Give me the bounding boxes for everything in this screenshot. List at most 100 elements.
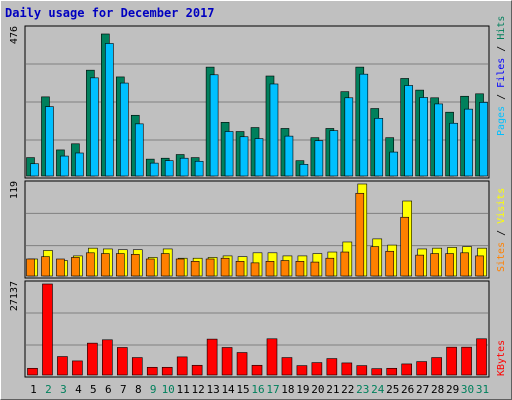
- sites-bar: [26, 258, 35, 277]
- files-bar: [75, 152, 84, 177]
- files-bar: [30, 163, 39, 177]
- sites-bar: [235, 261, 245, 277]
- legend-separator: /: [496, 224, 507, 242]
- day-label: 27: [416, 383, 429, 396]
- kbytes-bar: [57, 356, 68, 376]
- sites-bar: [101, 253, 110, 277]
- day-label: 25: [386, 383, 399, 396]
- files-bar: [194, 160, 204, 177]
- kbytes-bar: [251, 364, 263, 376]
- day-label: 28: [431, 383, 444, 396]
- sites-bar: [385, 250, 395, 277]
- kbytes-bar: [191, 364, 203, 376]
- kbytes-bar: [416, 361, 427, 376]
- sites-bar: [475, 255, 484, 277]
- kbytes-bar: [161, 366, 173, 376]
- kbytes-bar: [281, 357, 293, 376]
- day-label: 1: [30, 383, 37, 396]
- kbytes-bar: [206, 338, 218, 376]
- kbytes-bar: [371, 368, 383, 376]
- legend-files: Files: [496, 58, 507, 88]
- kbytes-bar: [102, 339, 113, 376]
- sites-bar: [310, 261, 320, 277]
- files-bar: [120, 82, 129, 177]
- sites-bar: [71, 257, 80, 277]
- sites-bar: [295, 261, 305, 277]
- legend-separator: /: [496, 40, 507, 58]
- kbytes-bar: [446, 346, 457, 376]
- files-bar: [359, 73, 369, 177]
- legend-hits: Hits: [496, 16, 507, 40]
- kbytes-bar: [356, 365, 368, 376]
- kbytes-bar: [476, 338, 487, 376]
- files-bar: [239, 136, 249, 177]
- files-bar: [269, 83, 279, 177]
- kbytes-bar: [266, 338, 278, 376]
- kbytes-bar: [117, 347, 128, 376]
- day-label: 7: [120, 383, 127, 396]
- sites-bar: [325, 257, 335, 277]
- kbytes-bar: [401, 363, 412, 376]
- day-label: 20: [311, 383, 324, 396]
- sites-bar: [355, 192, 365, 277]
- day-label: 29: [446, 383, 459, 396]
- kbytes-bar: [221, 347, 233, 376]
- day-label: 21: [326, 383, 339, 396]
- files-bar: [45, 106, 54, 177]
- kbytes-bar: [311, 362, 323, 376]
- kbytes-panel-legend: KBytes: [496, 340, 507, 376]
- legend-text: Pages / Files / Hits: [496, 16, 507, 136]
- files-bar: [449, 122, 458, 177]
- files-bar: [374, 118, 384, 177]
- files-bar: [284, 135, 294, 177]
- hits-panel-legend: Pages / Files / Hits: [496, 16, 507, 136]
- kbytes-bar: [461, 346, 472, 376]
- day-label: 18: [281, 383, 294, 396]
- day-label: 10: [162, 383, 175, 396]
- hits-panel-bars: [26, 33, 488, 177]
- files-bar: [105, 43, 114, 177]
- files-bar: [90, 77, 99, 177]
- day-label: 24: [371, 383, 385, 396]
- legend-visits: Visits: [496, 188, 507, 224]
- files-bar: [224, 131, 234, 177]
- files-bar: [329, 130, 339, 177]
- day-label: 12: [192, 383, 205, 396]
- kbytes-bar: [72, 360, 83, 376]
- sites-bar: [56, 258, 65, 277]
- files-bar: [209, 74, 219, 177]
- day-label: 15: [236, 383, 249, 396]
- kbytes-panel-bars: [27, 283, 487, 376]
- sites-bar: [370, 246, 380, 277]
- files-bar: [149, 162, 159, 177]
- sites-bar: [445, 253, 454, 277]
- kbytes-bar: [176, 356, 188, 376]
- day-label: 26: [401, 383, 414, 396]
- day-label: 2: [45, 383, 52, 396]
- sites-bar: [205, 258, 215, 277]
- visits-panel-legend: Sites / Visits: [496, 188, 507, 272]
- kbytes-bar: [87, 342, 98, 376]
- day-label: 19: [296, 383, 309, 396]
- sites-bar: [116, 253, 125, 277]
- files-bar: [254, 138, 264, 177]
- legend-separator: /: [496, 88, 507, 106]
- kbytes-bar: [131, 357, 143, 376]
- legend-text: Sites / Visits: [496, 188, 507, 272]
- sites-bar: [415, 254, 424, 277]
- files-bar: [434, 103, 443, 177]
- visits-panel-bars: [26, 183, 487, 277]
- legend-sites: Sites: [496, 242, 507, 272]
- sites-bar: [145, 258, 155, 277]
- visits-panel-ymax-label: 119: [9, 181, 20, 199]
- kbytes-panel-ymax-label: 27137: [9, 281, 20, 311]
- files-bar: [389, 151, 399, 177]
- files-bar: [164, 160, 174, 177]
- files-bar: [464, 108, 473, 177]
- kbytes-bar: [386, 367, 398, 376]
- kbytes-bar: [431, 357, 442, 376]
- day-label: 16: [251, 383, 264, 396]
- sites-bar: [86, 252, 95, 277]
- sites-bar: [400, 216, 409, 277]
